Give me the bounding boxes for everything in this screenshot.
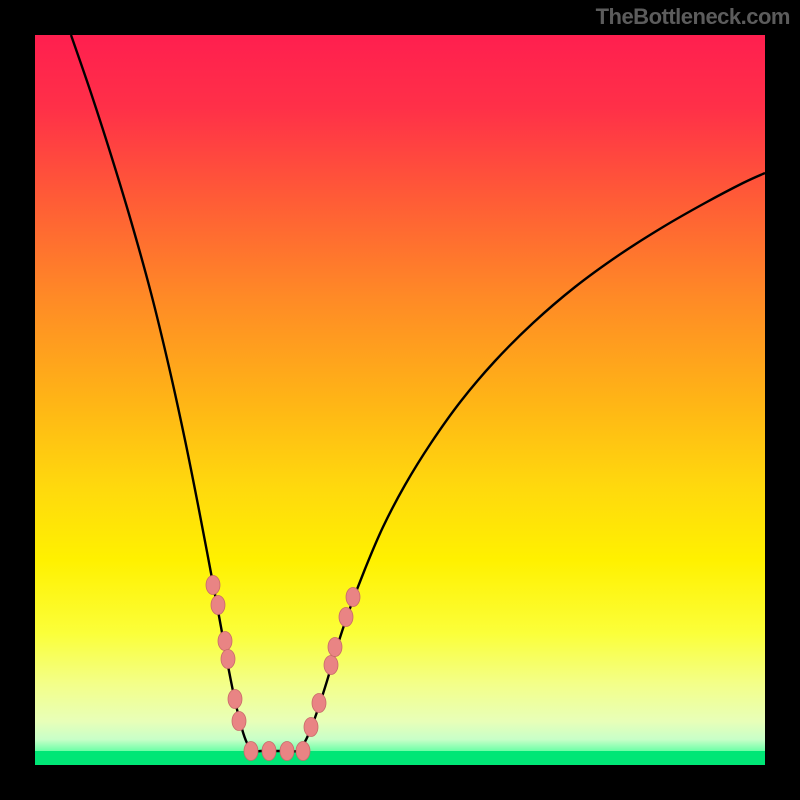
- marker-dot: [228, 690, 242, 709]
- marker-dot: [206, 576, 220, 595]
- marker-dot: [324, 656, 338, 675]
- left-curve: [71, 35, 287, 752]
- marker-dot: [339, 608, 353, 627]
- watermark-text: TheBottleneck.com: [596, 4, 790, 30]
- plot-area: [35, 35, 765, 765]
- marker-dot: [221, 650, 235, 669]
- marker-dot: [218, 632, 232, 651]
- marker-dot: [328, 638, 342, 657]
- marker-dot: [304, 718, 318, 737]
- marker-dot: [211, 596, 225, 615]
- marker-dot: [312, 694, 326, 713]
- marker-dot: [296, 742, 310, 761]
- chart-overlay: [35, 35, 765, 765]
- markers-group: [206, 576, 360, 761]
- marker-dot: [262, 742, 276, 761]
- marker-dot: [346, 588, 360, 607]
- marker-dot: [280, 742, 294, 761]
- marker-dot: [244, 742, 258, 761]
- marker-dot: [232, 712, 246, 731]
- right-curve: [287, 173, 765, 751]
